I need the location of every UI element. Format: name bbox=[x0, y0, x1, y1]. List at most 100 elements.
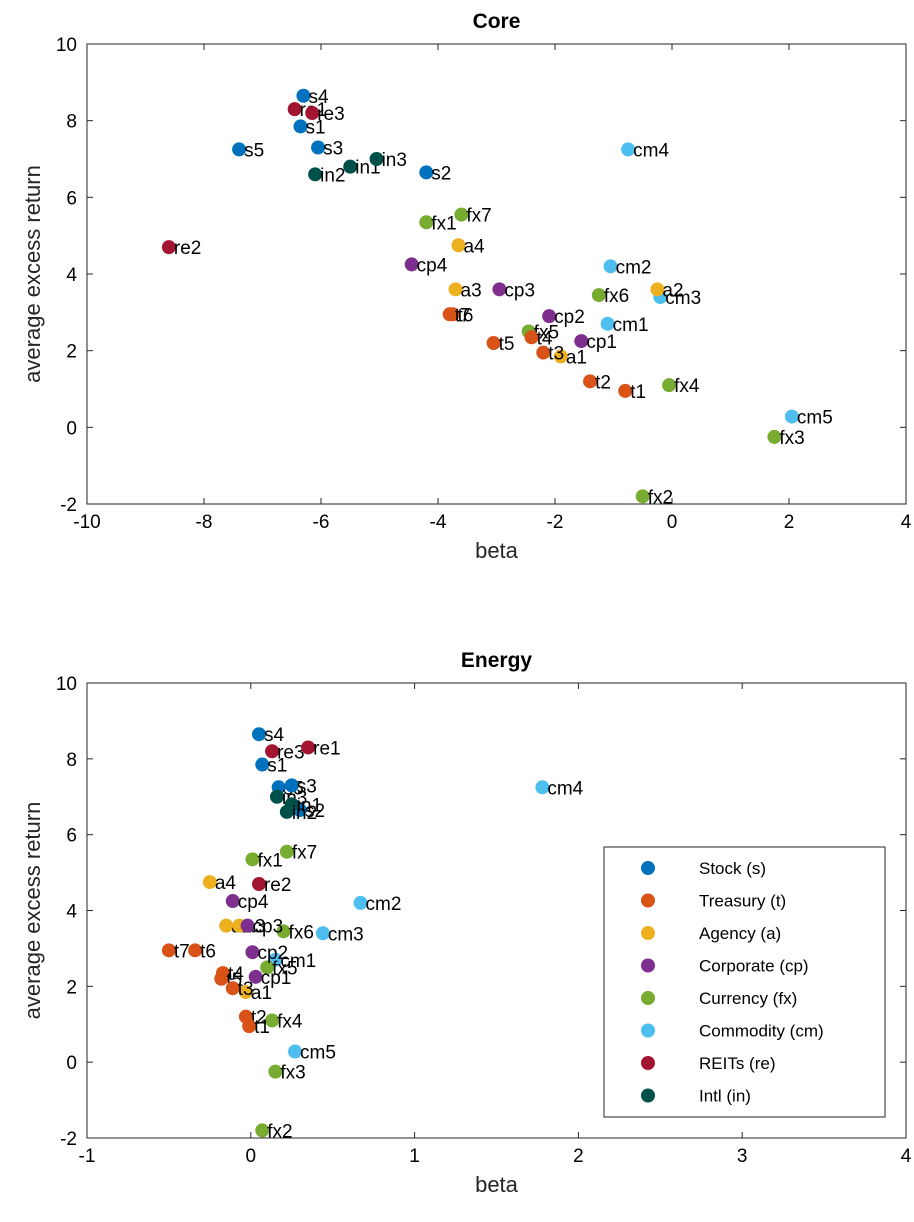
core-point-label-re2: re2 bbox=[174, 238, 201, 259]
energy-point-label-re1: re1 bbox=[313, 738, 340, 759]
core-point-cm2 bbox=[603, 259, 618, 274]
core-point-label-cm2: cm2 bbox=[616, 257, 652, 278]
legend-marker-s bbox=[641, 861, 655, 875]
energy-point-label-s3: s3 bbox=[297, 776, 317, 797]
core-point-s3 bbox=[311, 140, 326, 155]
core-point-fx1 bbox=[419, 215, 434, 230]
core-point-label-fx4: fx4 bbox=[674, 376, 700, 397]
energy-point-label-a4: a4 bbox=[215, 873, 237, 894]
energy-y-tick-label: 10 bbox=[56, 674, 77, 695]
energy-y-tick-label: 2 bbox=[66, 977, 77, 998]
core-point-t4 bbox=[524, 330, 539, 345]
core-x-tick-label: -2 bbox=[547, 512, 564, 533]
energy-point-label-fx3: fx3 bbox=[280, 1063, 305, 1084]
energy-point-label-t1: t1 bbox=[254, 1017, 270, 1038]
legend-marker-fx bbox=[641, 991, 655, 1005]
core-point-label-s5: s5 bbox=[244, 140, 264, 161]
energy-point-a1 bbox=[238, 985, 253, 1000]
legend-marker-a bbox=[641, 926, 655, 940]
core-point-t7 bbox=[442, 307, 457, 322]
core-point-label-t1: t1 bbox=[630, 382, 646, 403]
core-points: s4s1s3s5s2re1re3re2in1in3in2cm4cm2cm3cm1… bbox=[161, 87, 833, 508]
core-point-label-re3: re3 bbox=[317, 104, 344, 125]
energy-point-label-cm1: cm1 bbox=[280, 951, 316, 972]
energy-x-tick-label: 4 bbox=[901, 1146, 912, 1167]
energy-point-label-cp2: cp2 bbox=[257, 943, 288, 964]
core-point-label-fx5: fx5 bbox=[534, 323, 559, 344]
core-y-tick-label: -2 bbox=[60, 495, 77, 516]
legend-marker-cm bbox=[641, 1023, 655, 1038]
core-x-tick-label: -4 bbox=[430, 512, 447, 533]
energy-title: Energy bbox=[461, 649, 533, 672]
energy-point-fx6 bbox=[276, 924, 291, 939]
energy-point-label-fx4: fx4 bbox=[277, 1011, 303, 1032]
energy-point-cm5 bbox=[288, 1044, 303, 1059]
core-point-in2 bbox=[308, 167, 323, 182]
energy-point-in3 bbox=[270, 789, 285, 804]
core-point-label-a3: a3 bbox=[461, 280, 482, 301]
core-point-label-t6: t6 bbox=[458, 305, 474, 326]
energy-point-s3 bbox=[284, 778, 299, 793]
core-point-a2 bbox=[650, 282, 665, 297]
core-point-cp2 bbox=[542, 309, 557, 324]
energy-point-label-fx5: fx5 bbox=[272, 958, 297, 979]
energy-point-label-fx6: fx6 bbox=[289, 922, 314, 943]
core-point-label-t2: t2 bbox=[595, 372, 611, 393]
core-point-fx4 bbox=[662, 378, 677, 393]
energy-point-cp3 bbox=[240, 918, 255, 933]
energy-point-cm4 bbox=[535, 780, 550, 795]
energy-point-label-cm4: cm4 bbox=[547, 778, 583, 799]
energy-point-t1 bbox=[242, 1019, 257, 1034]
core-point-label-cm4: cm4 bbox=[633, 140, 669, 161]
energy-y-tick-label: -2 bbox=[60, 1129, 77, 1150]
energy-point-label-fx7: fx7 bbox=[292, 843, 317, 864]
energy-point-label-in2: in2 bbox=[292, 803, 317, 824]
energy-point-label-t7: t7 bbox=[174, 941, 190, 962]
energy-point-a2 bbox=[219, 918, 234, 933]
legend-label-fx: Currency (fx) bbox=[699, 989, 797, 1008]
core-point-s4 bbox=[296, 88, 311, 103]
legend-label-s: Stock (s) bbox=[699, 859, 766, 878]
energy-point-fx1 bbox=[245, 852, 260, 867]
core-y-tick-label: 0 bbox=[66, 418, 77, 439]
core-point-re2 bbox=[161, 240, 176, 255]
energy-points: s4s1s5s3s2re3re1re2in3in1in2cm4cm2cm3cm1… bbox=[161, 725, 584, 1142]
energy-point-label-a1: a1 bbox=[251, 983, 272, 1004]
legend-marker-cp bbox=[641, 958, 655, 973]
core-x-tick-label: 4 bbox=[901, 512, 912, 533]
core-point-label-in2: in2 bbox=[320, 165, 345, 186]
energy-x-tick-label: 1 bbox=[409, 1146, 420, 1167]
core-y-tick-label: 6 bbox=[66, 188, 77, 209]
energy-point-fx2 bbox=[255, 1123, 270, 1138]
core-y-tick-label: 10 bbox=[56, 35, 77, 56]
legend-label-t: Treasury (t) bbox=[699, 892, 786, 911]
core-x-tick-label: -8 bbox=[196, 512, 213, 533]
core-point-label-cm3: cm3 bbox=[665, 288, 701, 309]
core-point-cm5 bbox=[784, 409, 799, 424]
core-point-label-cp1: cp1 bbox=[586, 332, 617, 353]
core-plot-area bbox=[87, 44, 906, 504]
energy-x-tick-label: 2 bbox=[573, 1146, 584, 1167]
legend-marker-re bbox=[641, 1056, 655, 1070]
energy-point-a4 bbox=[202, 875, 217, 890]
core-point-a4 bbox=[451, 238, 466, 253]
energy-ticks: -1 0 1 2 3 4 -2 0 2 4 6 8 10 bbox=[56, 674, 912, 1167]
energy-point-in2 bbox=[279, 804, 294, 819]
core-point-label-cm5: cm5 bbox=[797, 408, 833, 429]
energy-y-axis-label: average excess return bbox=[20, 802, 45, 1020]
core-point-in3 bbox=[369, 152, 384, 166]
core-point-label-cp3: cp3 bbox=[504, 280, 535, 301]
energy-point-cp2 bbox=[245, 945, 260, 960]
core-point-label-a2: a2 bbox=[662, 280, 683, 301]
legend-label-a: Agency (a) bbox=[699, 924, 781, 943]
core-x-axis-label: beta bbox=[475, 538, 519, 563]
core-point-t5 bbox=[486, 336, 501, 350]
energy-y-tick-label: 0 bbox=[66, 1053, 77, 1074]
energy-y-tick-label: 4 bbox=[66, 902, 77, 923]
core-point-cm1 bbox=[600, 316, 615, 331]
core-point-label-s1: s1 bbox=[306, 117, 326, 138]
energy-point-label-re2: re2 bbox=[264, 875, 291, 896]
energy-point-label-cm5: cm5 bbox=[300, 1043, 336, 1064]
energy-x-tick-label: -1 bbox=[79, 1146, 96, 1167]
